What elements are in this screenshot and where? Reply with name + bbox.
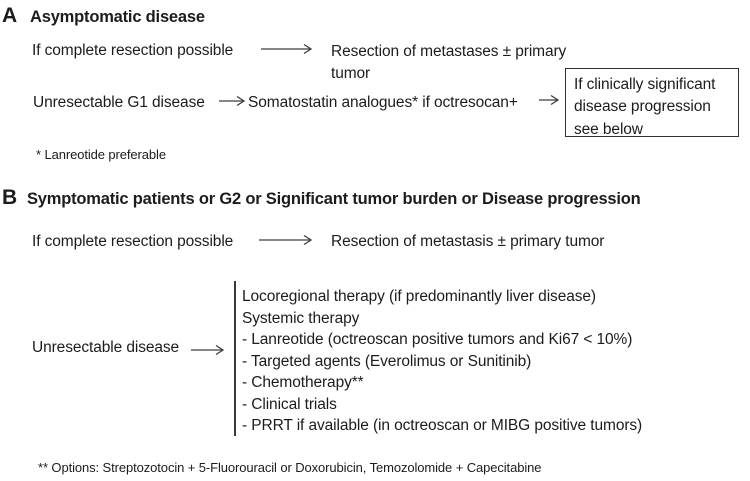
a-outcome-resection-line2: tumor	[331, 65, 371, 82]
section-a-label: A	[2, 4, 18, 27]
a-footnote: * Lanreotide preferable	[36, 147, 166, 162]
b-treatment-options: Locoregional therapy (if predominantly l…	[242, 286, 642, 437]
options-divider-line	[234, 281, 236, 436]
option-clinical-trials: - Clinical trials	[242, 395, 337, 413]
a-outcome-resection: Resection of metastases ± primary tumor	[331, 41, 566, 85]
option-systemic: Systemic therapy	[242, 309, 360, 327]
b-outcome-resection: Resection of metastasis ± primary tumor	[331, 233, 605, 250]
section-b-label: B	[2, 186, 18, 209]
a-treatment-somatostatin: Somatostatin analogues* if octresocan+	[248, 94, 518, 111]
option-prrt: - PRRT if available (in octreoscan or MI…	[242, 417, 643, 434]
a-progression-box: If clinically significant disease progre…	[565, 68, 739, 138]
option-locoregional: Locoregional therapy (if predominantly l…	[242, 288, 596, 305]
arrow-right-icon	[259, 234, 313, 246]
a-progression-box-line1: If clinically significant	[574, 76, 716, 93]
section-b-title: Symptomatic patients or G2 or Significan…	[27, 190, 641, 208]
b-condition-unresectable: Unresectable disease	[32, 339, 180, 356]
option-chemotherapy: - Chemotherapy**	[242, 374, 364, 391]
arrow-right-icon	[539, 94, 560, 106]
a-progression-box-line2: disease progression	[574, 98, 711, 116]
arrow-right-icon	[261, 43, 313, 55]
section-a-title: Asymptomatic disease	[30, 8, 205, 26]
arrow-right-icon	[219, 95, 246, 107]
a-condition-unresectable: Unresectable G1 disease	[33, 94, 205, 111]
option-targeted: - Targeted agents (Everolimus or Sunitin…	[242, 352, 532, 370]
a-outcome-resection-line1: Resection of metastases ± primary	[331, 43, 567, 60]
option-lanreotide: - Lanreotide (octreoscan positive tumors…	[242, 331, 633, 348]
a-condition-resectable: If complete resection possible	[32, 42, 234, 59]
arrow-right-icon	[191, 344, 225, 356]
a-progression-box-line3: see below	[574, 120, 643, 138]
b-condition-resectable: If complete resection possible	[32, 233, 234, 250]
b-footnote: ** Options: Streptozotocin + 5-Fluoroura…	[38, 460, 542, 475]
